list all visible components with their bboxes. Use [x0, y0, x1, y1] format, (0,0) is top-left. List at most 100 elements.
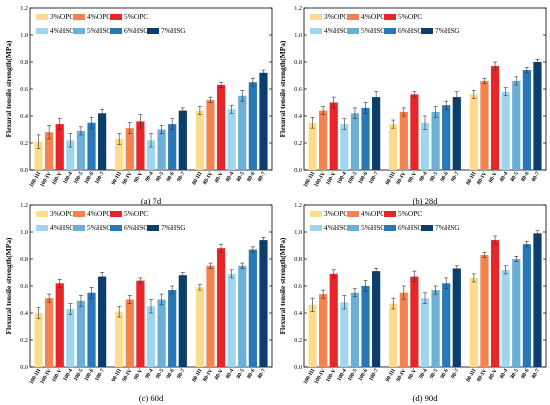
x-tick-label: 80-7 [531, 171, 541, 183]
bar [442, 283, 451, 367]
y-axis-label: Flexural tensile strength(MPa) [4, 40, 13, 137]
x-tick-label: 80-IV [476, 368, 488, 383]
legend-swatch [310, 225, 322, 231]
bar [76, 300, 86, 367]
x-tick-label: 90-III [111, 171, 123, 186]
x-tick-label: 80-6 [246, 368, 256, 380]
legend-label: 6%HSG [398, 26, 423, 35]
bar [329, 273, 338, 367]
legend: 3%OPC 4%OPC 5%OPC 4%HSG 5%HSG 6%HSG 7%HSG [36, 209, 186, 232]
legend-swatch [421, 225, 433, 231]
bar [98, 113, 107, 170]
bar [420, 122, 430, 170]
y-tick-label: 0.8 [20, 256, 28, 263]
legend-label: 4%HSG [324, 223, 349, 232]
bar [76, 130, 86, 170]
legend-label: 7%HSG [161, 26, 186, 35]
bar [340, 302, 349, 367]
legend-swatch [384, 14, 396, 20]
x-tick-label: 80-6 [520, 171, 530, 183]
legend-swatch [73, 225, 85, 231]
x-tick-label: 80-III [191, 368, 203, 383]
bar [308, 304, 317, 367]
bar [227, 109, 236, 170]
legend-label: 5%HSG [361, 223, 386, 232]
x-tick-label: 100-7 [368, 368, 380, 382]
y-tick-label: 0.4 [294, 113, 302, 120]
legend-label: 5%HSG [87, 223, 112, 232]
y-tick-label: 0.4 [20, 310, 28, 317]
x-tick-label: 90-IV [395, 368, 407, 383]
chart-caption: (d) 90d [412, 393, 438, 403]
x-tick-label: 90-6 [440, 171, 450, 183]
x-tick-label: 80-6 [246, 171, 256, 183]
bar [469, 277, 478, 367]
chart-caption: (c) 60d [139, 393, 164, 403]
x-tick-label: 80-IV [202, 368, 214, 383]
y-tick-label: 0.0 [20, 364, 28, 371]
y-tick-label: 0.2 [20, 337, 28, 344]
x-tick-label: 100-V [51, 171, 63, 186]
bar [512, 259, 521, 367]
legend-label: 5%OPC [398, 12, 422, 21]
bar [195, 110, 204, 170]
x-tick-label: 90-4 [144, 368, 154, 380]
bar [216, 248, 226, 367]
bar [157, 129, 166, 170]
x-tick-label: 100-4 [336, 368, 348, 382]
bar [452, 268, 461, 367]
legend-swatch [73, 211, 85, 217]
bar [431, 290, 440, 367]
bar [146, 306, 156, 367]
bar [98, 276, 107, 367]
x-tick-label: 100-5 [73, 368, 85, 382]
legend-label: 4%OPC [87, 209, 111, 218]
bar [55, 124, 64, 170]
bar [34, 141, 43, 170]
bar [195, 287, 204, 367]
bar [319, 110, 328, 170]
legend-label: 6%HSG [124, 26, 149, 35]
x-tick-label: 80-5 [236, 171, 246, 183]
bar [361, 107, 370, 170]
x-tick-label: 90-6 [440, 368, 450, 380]
legend-label: 5%OPC [124, 12, 148, 21]
chart-panel-2: 0.0 0.2 0.4 0.6 0.8 1.0 1.2 Flexural tensile st… [4, 202, 273, 403]
bar [399, 111, 408, 170]
bar [178, 110, 187, 170]
bar [45, 132, 54, 170]
legend-label: 3%OPC [50, 209, 74, 218]
bar [452, 97, 461, 170]
bar [501, 269, 510, 367]
bar [431, 111, 440, 170]
x-tick-label: 80-V [214, 368, 225, 381]
y-axis-label: Flexural tensile strength(MPa) [4, 237, 13, 334]
x-tick-label: 80-4 [499, 368, 509, 380]
x-tick-label: 90-7 [176, 368, 186, 380]
x-tick-label: 80-V [488, 171, 499, 184]
x-tick-label: 90-III [385, 368, 397, 383]
y-tick-label: 0.2 [20, 140, 28, 147]
legend: 3%OPC 4%OPC 5%OPC 4%HSG 5%HSG 6%HSG 7%HSG [36, 12, 186, 35]
bar [361, 286, 370, 367]
bar [522, 244, 531, 367]
bar [178, 275, 187, 367]
y-tick-label: 1.0 [294, 32, 302, 39]
x-tick-label: 80-III [465, 368, 477, 383]
y-tick-label: 1.2 [294, 5, 302, 12]
legend-label: 7%HSG [435, 26, 460, 35]
bar [115, 311, 124, 367]
x-tick-label: 90-5 [155, 368, 165, 380]
bar [206, 265, 215, 367]
bar [469, 94, 478, 170]
y-tick-label: 0.6 [20, 86, 28, 93]
y-tick-label: 0.6 [20, 283, 28, 290]
x-tick-label: 100-5 [347, 171, 359, 185]
legend-label: 4%HSG [324, 26, 349, 35]
legend-label: 6%HSG [124, 223, 149, 232]
bar [522, 70, 531, 170]
bar [227, 273, 236, 367]
bar [319, 294, 328, 367]
legend-swatch [36, 225, 48, 231]
y-tick-label: 1.0 [20, 32, 28, 39]
